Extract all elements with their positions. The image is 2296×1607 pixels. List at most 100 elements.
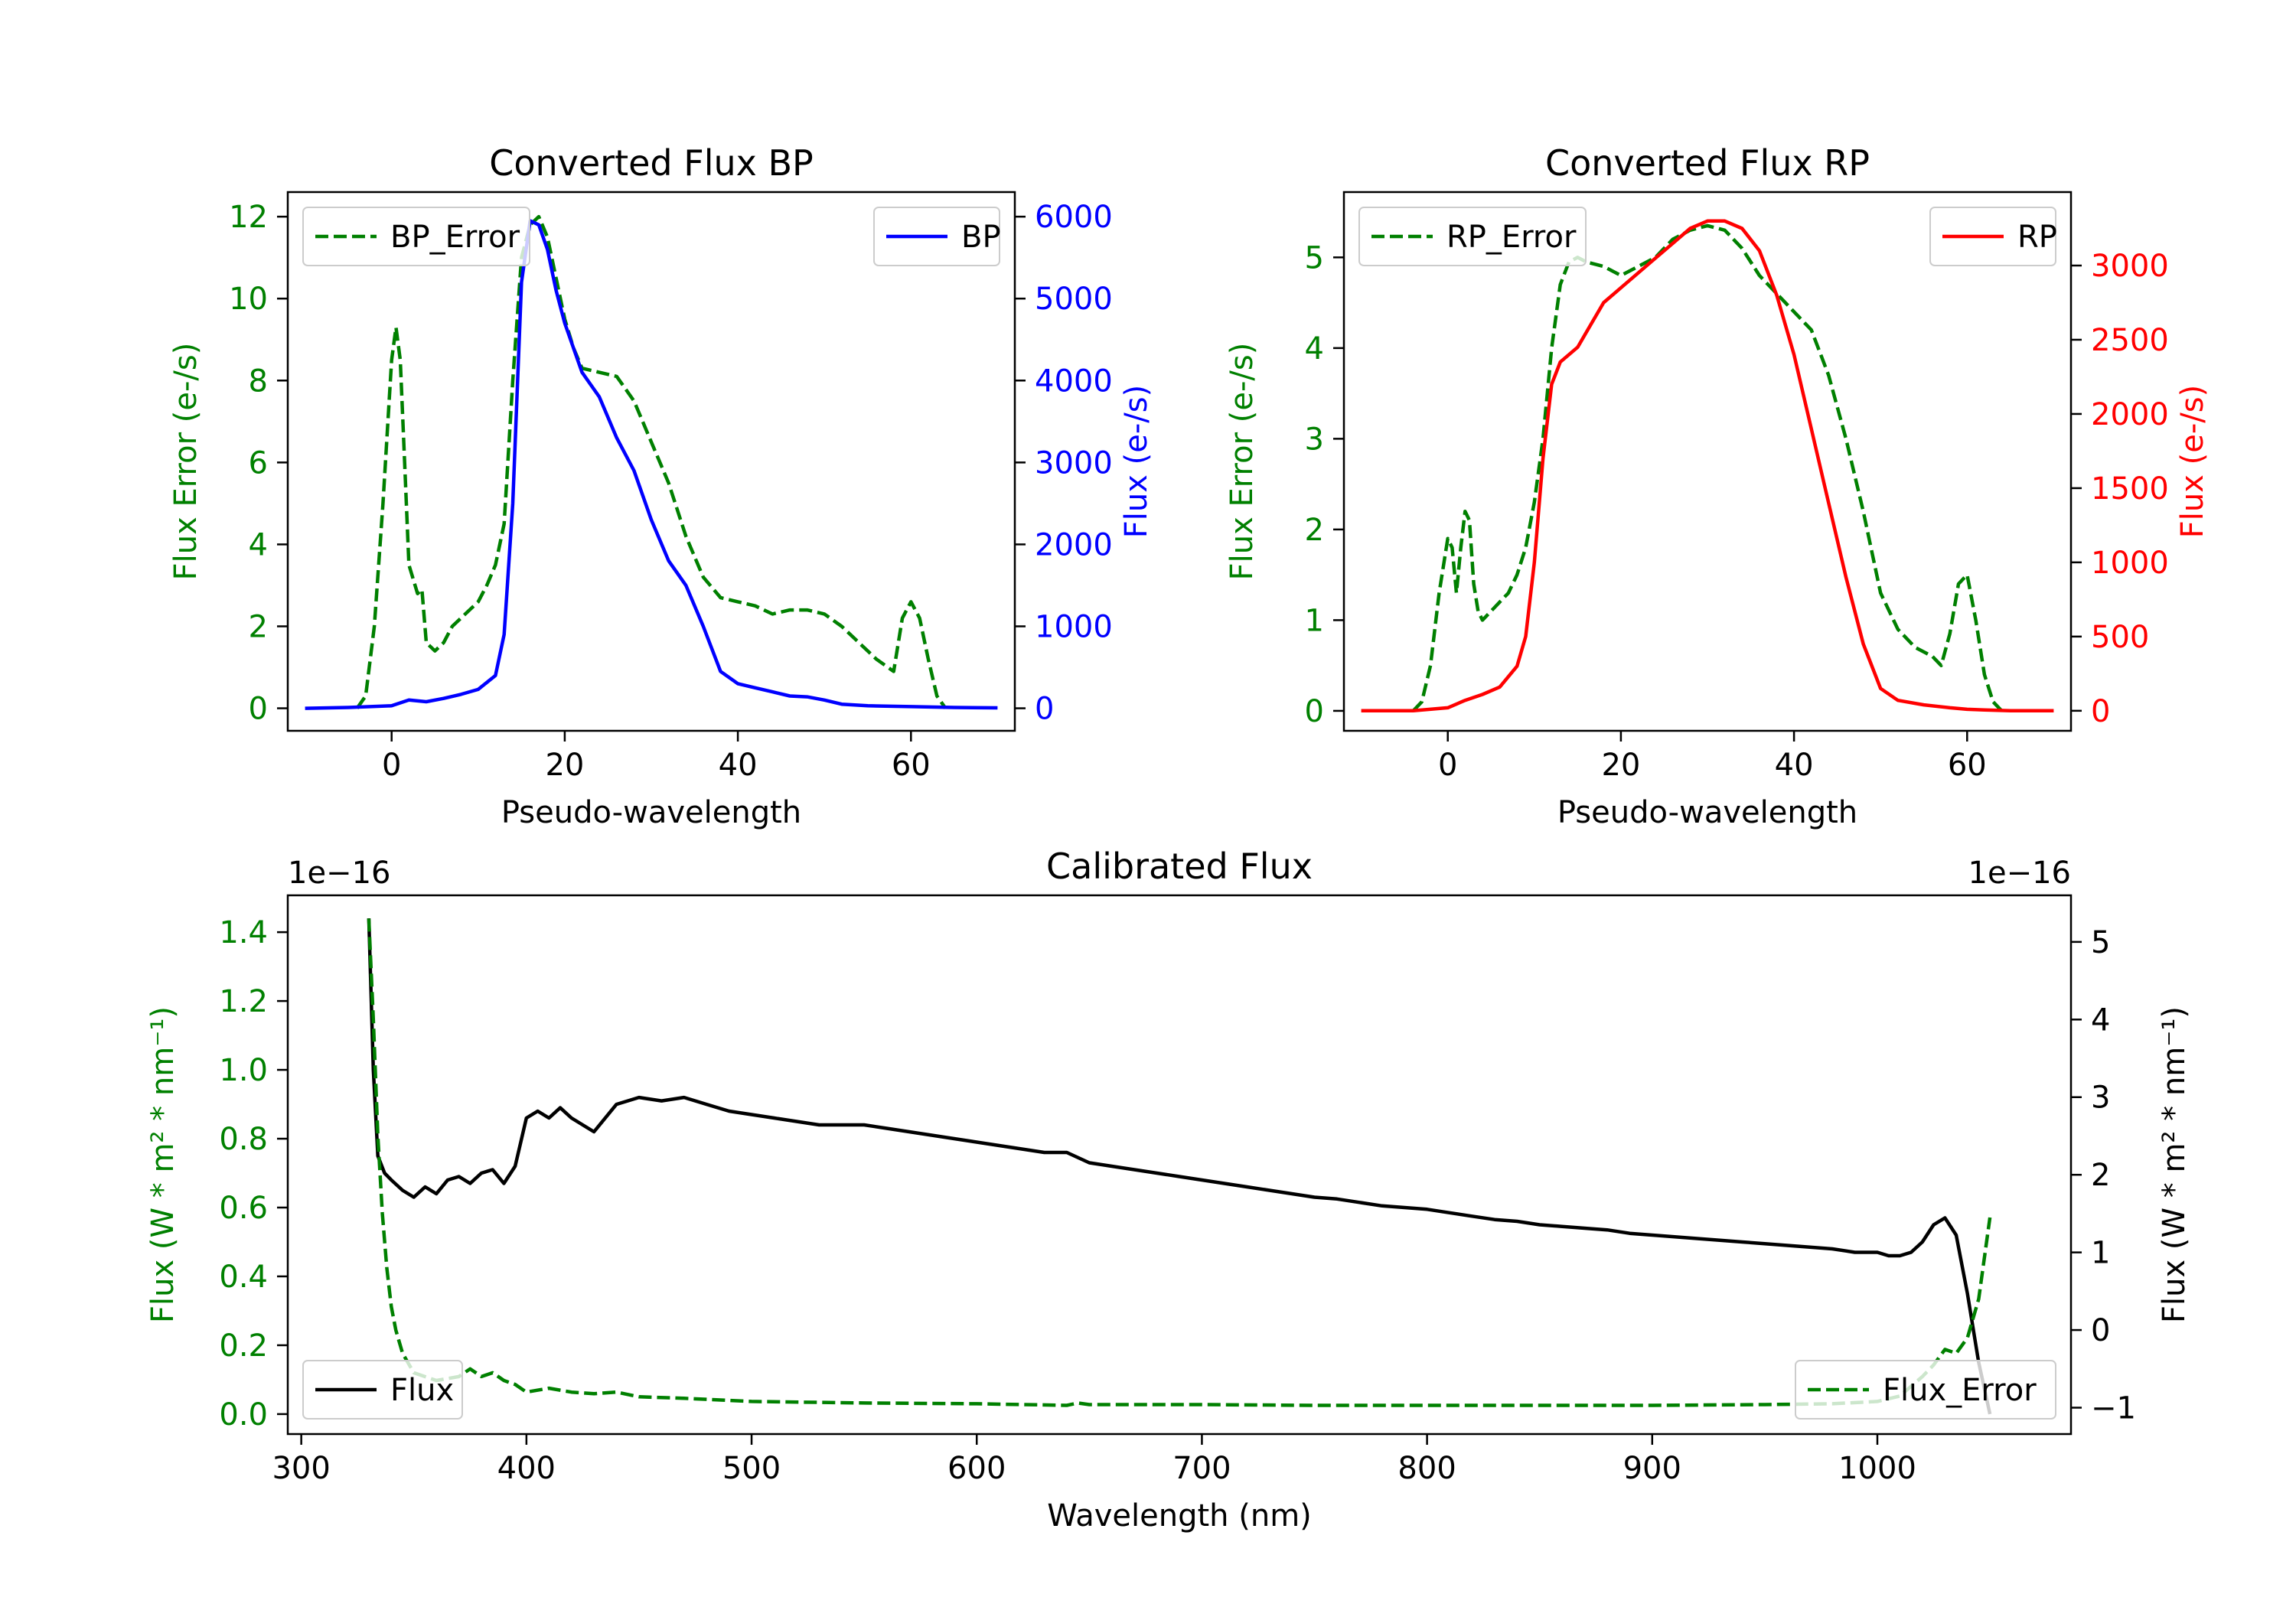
- y-right-tick-label: 4000: [1035, 363, 1113, 399]
- y-left-axis-label: Flux Error (e-/s): [168, 343, 204, 581]
- x-tick-label: 40: [719, 748, 758, 783]
- x-tick-label: 0: [382, 748, 401, 783]
- y-left-axis-label: Flux (W * m² * nm⁻¹): [145, 1006, 181, 1323]
- plot-frame: [286, 191, 1016, 732]
- y-left-tick-label: 0.8: [219, 1122, 268, 1157]
- y-left-tick-label: 1.2: [219, 984, 268, 1019]
- legend-label: RP: [2017, 220, 2057, 255]
- legend-bp: BP: [873, 207, 1001, 266]
- y-right-tick-label: 3000: [1035, 445, 1113, 481]
- y-left-tick-label: 8: [249, 363, 268, 399]
- legend-label: Flux_Error: [1883, 1373, 2037, 1408]
- y-right-tick-label: −1: [2091, 1391, 2136, 1426]
- legend-rp-error: RP_Error: [1358, 207, 1587, 266]
- x-tick-label: 900: [1623, 1451, 1681, 1486]
- plot-frame: [1342, 191, 2073, 732]
- y-right-tick-label: 4: [2091, 1002, 2110, 1038]
- y-left-tick-label: 1.0: [219, 1053, 268, 1088]
- y-left-offset-label: 1e−16: [288, 856, 390, 891]
- legend-flux: Flux: [302, 1360, 463, 1420]
- chart-title: Converted Flux BP: [489, 142, 814, 184]
- y-right-tick-label: 2000: [2091, 397, 2169, 432]
- series-line-rp-error: [1411, 223, 2004, 712]
- series-line-bp: [305, 219, 998, 710]
- x-tick-label: 1000: [1838, 1451, 1916, 1486]
- x-tick-label: 500: [722, 1451, 781, 1486]
- plot-frame: [286, 894, 2073, 1436]
- x-axis-label: Pseudo-wavelength: [501, 795, 801, 830]
- y-left-axis-label: Flux Error (e-/s): [1225, 343, 1260, 581]
- x-tick-label: 400: [497, 1451, 556, 1486]
- y-right-tick-label: 0: [1035, 692, 1054, 727]
- y-left-tick-label: 6: [249, 445, 268, 481]
- legend-label: BP_Error: [390, 220, 520, 255]
- y-right-axis-label: Flux (W * m² * nm⁻¹): [2157, 1006, 2192, 1323]
- x-tick-label: 20: [545, 748, 584, 783]
- y-left-tick-label: 4: [1305, 331, 1324, 367]
- y-right-tick-label: 5000: [1035, 282, 1113, 317]
- y-right-tick-label: 6000: [1035, 200, 1113, 235]
- y-left-tick-label: 5: [1305, 240, 1324, 275]
- y-right-tick-label: 2000: [1035, 527, 1113, 562]
- x-tick-label: 60: [1948, 748, 1987, 783]
- legend-flux-error: Flux_Error: [1795, 1360, 2056, 1420]
- legend-rp: RP: [1929, 207, 2057, 266]
- y-left-tick-label: 10: [229, 282, 268, 317]
- y-left-tick-label: 0: [249, 692, 268, 727]
- y-right-tick-label: 5: [2091, 925, 2110, 960]
- x-tick-label: 800: [1397, 1451, 1456, 1486]
- chart-title: Calibrated Flux: [1046, 846, 1313, 887]
- y-left-tick-label: 4: [249, 527, 268, 562]
- x-tick-label: 0: [1438, 748, 1457, 783]
- y-left-tick-label: 0.4: [219, 1260, 268, 1295]
- y-left-tick-label: 1: [1305, 603, 1324, 638]
- chart-title: Converted Flux RP: [1545, 142, 1870, 184]
- x-tick-label: 20: [1601, 748, 1640, 783]
- series-line-rp: [1361, 219, 2054, 713]
- y-left-tick-label: 0.6: [219, 1191, 268, 1226]
- legend-box: [1795, 1360, 2056, 1420]
- y-right-tick-label: 0: [2091, 694, 2110, 729]
- legend-label: BP: [961, 220, 1001, 255]
- y-left-tick-label: 2: [1305, 513, 1324, 548]
- y-right-tick-label: 2500: [2091, 323, 2169, 358]
- x-tick-label: 600: [947, 1451, 1006, 1486]
- y-left-tick-label: 0.0: [219, 1397, 268, 1433]
- chart-calibrated: 300 400 500 600 700 800 900 1000 0.0 0.2 0.4 0.6 0.8…: [145, 846, 2192, 1534]
- x-tick-label: 300: [272, 1451, 330, 1486]
- y-left-tick-label: 3: [1305, 422, 1324, 457]
- y-right-tick-label: 3: [2091, 1081, 2110, 1116]
- y-right-axis-label: Flux (e-/s): [2175, 385, 2210, 538]
- x-tick-label: 40: [1775, 748, 1814, 783]
- x-axis-label: Wavelength (nm): [1047, 1498, 1312, 1534]
- y-right-tick-label: 1500: [2091, 471, 2169, 507]
- y-right-tick-label: 1000: [2091, 546, 2169, 581]
- legend-box: [302, 207, 530, 266]
- y-left-tick-label: 2: [249, 609, 268, 644]
- y-left-tick-label: 12: [229, 200, 268, 235]
- legend-label: RP_Error: [1446, 220, 1577, 255]
- series-line-bp-error: [355, 214, 947, 709]
- legend-box: [302, 1360, 463, 1420]
- y-left-tick-label: 0: [1305, 694, 1324, 729]
- y-left-tick-label: 0.2: [219, 1328, 268, 1364]
- y-right-tick-label: 0: [2091, 1313, 2110, 1348]
- x-tick-label: 700: [1172, 1451, 1231, 1486]
- y-right-axis-label: Flux (e-/s): [1119, 385, 1154, 538]
- series-line-flux-error: [367, 918, 1992, 1407]
- y-right-tick-label: 500: [2091, 620, 2149, 655]
- x-axis-label: Pseudo-wavelength: [1557, 795, 1857, 830]
- y-right-tick-label: 1: [2091, 1236, 2110, 1271]
- y-left-tick-label: 1.4: [219, 915, 268, 950]
- series-line-flux: [367, 918, 1992, 1415]
- legend-label: Flux: [390, 1373, 454, 1408]
- y-right-offset-label: 1e−16: [1968, 856, 2071, 891]
- chart-rp: 0 20 40 60 0 1 2 3 4 5 0 500 1000 1500 2000 2500 3000 Con…: [1225, 142, 2210, 830]
- chart-bp: 0 20 40 60 0 2 4 6 8 10 12 0 1000 2000 3000 4000 5000 600…: [168, 142, 1154, 830]
- x-tick-label: 60: [892, 748, 931, 783]
- legend-box: [1358, 207, 1587, 266]
- y-right-tick-label: 1000: [1035, 609, 1113, 644]
- y-right-tick-label: 3000: [2091, 249, 2169, 284]
- y-right-tick-label: 2: [2091, 1158, 2110, 1193]
